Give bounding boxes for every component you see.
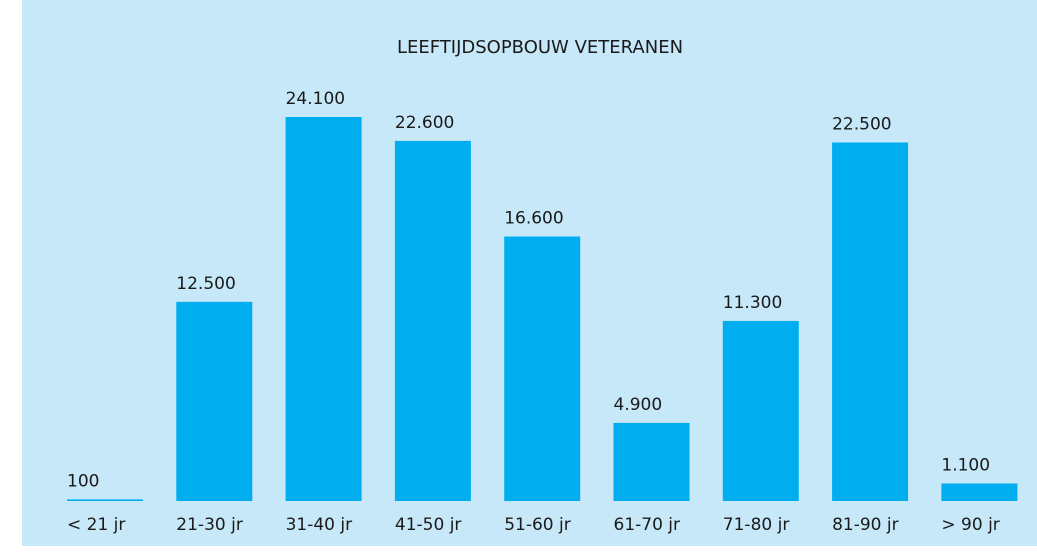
x-tick-label: 31-40 jr bbox=[286, 515, 353, 535]
x-tick-label: 21-30 jr bbox=[176, 515, 243, 535]
x-tick-label: 51-60 jr bbox=[504, 515, 571, 535]
chart-title: LEEFTIJDSOPBOUW VETERANEN bbox=[397, 37, 683, 58]
bar bbox=[67, 499, 143, 501]
x-tick-label: 81-90 jr bbox=[832, 515, 899, 535]
bar bbox=[394, 140, 471, 501]
value-label: 1.100 bbox=[941, 455, 990, 475]
bar bbox=[504, 236, 581, 501]
value-label: 100 bbox=[67, 471, 99, 491]
value-label: 22.600 bbox=[395, 113, 454, 133]
bar bbox=[285, 117, 362, 501]
x-tick-label: 71-80 jr bbox=[723, 515, 790, 535]
x-tick-label: > 90 jr bbox=[941, 515, 999, 535]
value-label: 24.100 bbox=[286, 89, 345, 109]
bar bbox=[176, 301, 253, 501]
bar bbox=[613, 422, 690, 501]
value-label: 11.300 bbox=[723, 293, 782, 313]
value-label: 4.900 bbox=[614, 395, 663, 415]
value-label: 22.500 bbox=[832, 114, 891, 134]
x-tick-label: < 21 jr bbox=[67, 515, 125, 535]
value-label: 16.600 bbox=[504, 209, 563, 229]
value-label: 12.500 bbox=[176, 274, 235, 294]
bar bbox=[941, 483, 1018, 501]
x-tick-label: 61-70 jr bbox=[614, 515, 681, 535]
x-tick-label: 41-50 jr bbox=[395, 515, 462, 535]
bar bbox=[722, 320, 799, 501]
bar bbox=[832, 142, 909, 501]
